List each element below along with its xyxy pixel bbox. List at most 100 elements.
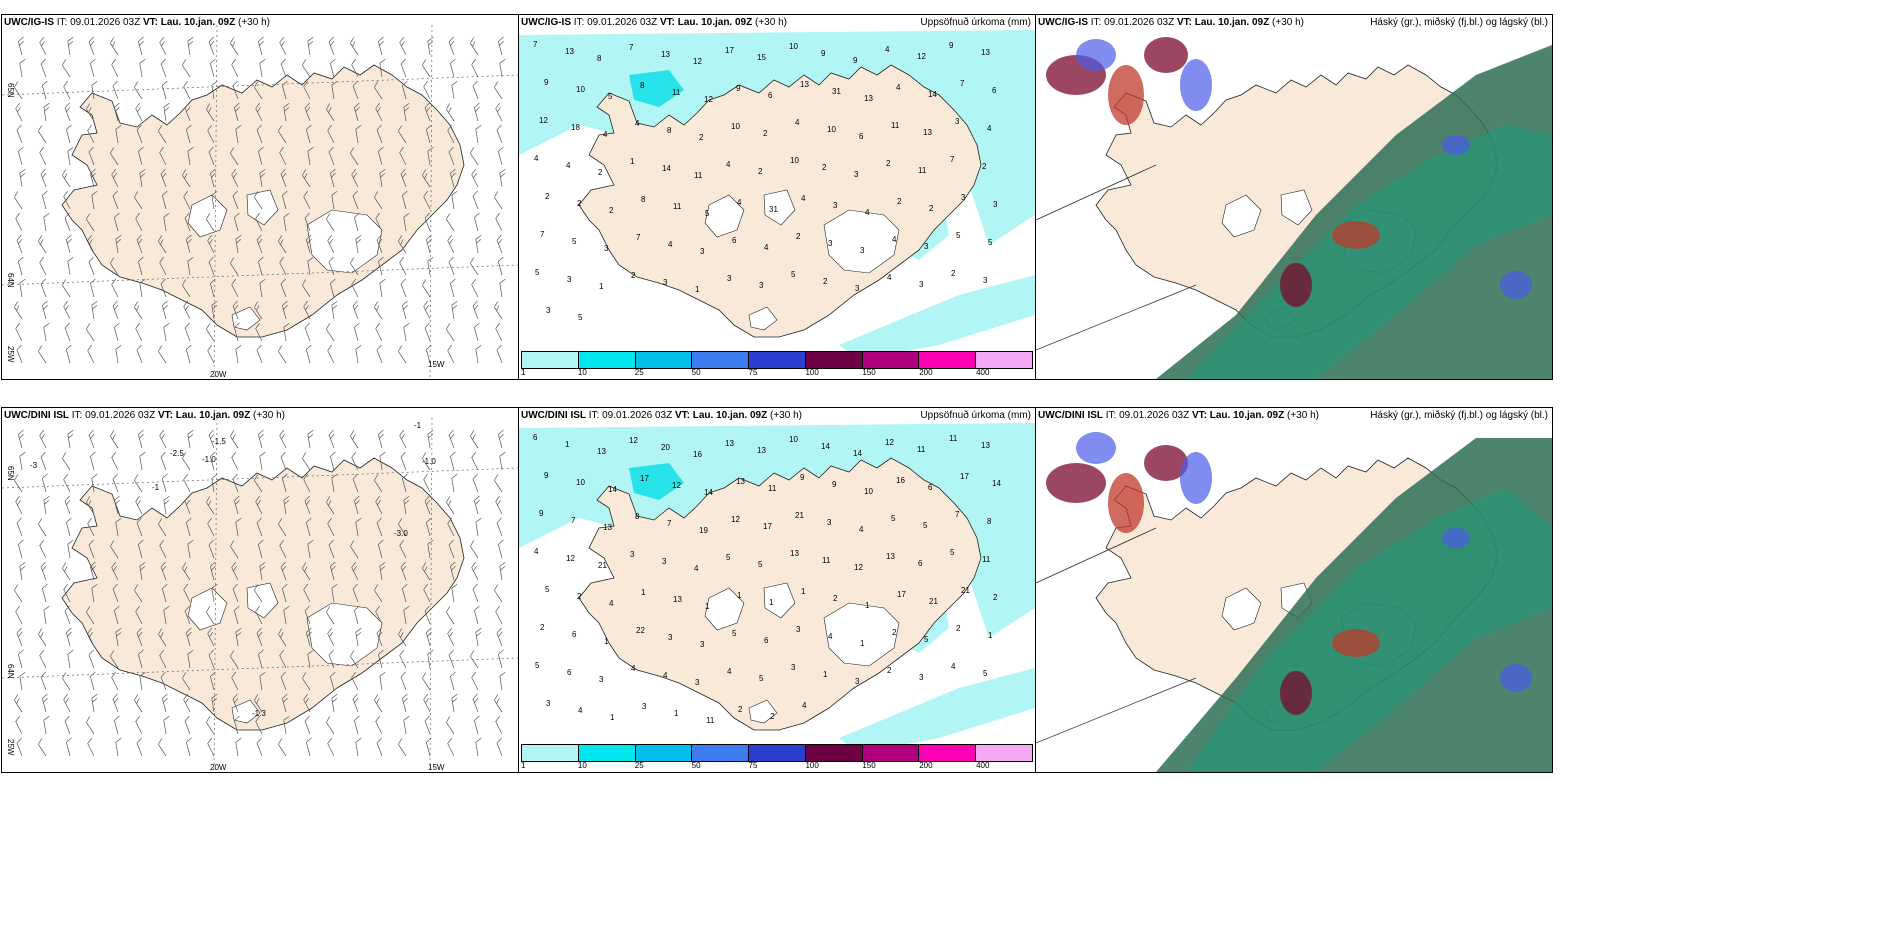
precip-value: 21 xyxy=(929,597,938,606)
precip-value: 11 xyxy=(694,171,703,180)
wind-barb xyxy=(355,344,362,364)
wind-barb xyxy=(207,234,215,254)
wind-barb xyxy=(115,737,122,757)
precip-value: 4 xyxy=(668,240,673,249)
wind-barb xyxy=(14,301,23,320)
precip-value: 7 xyxy=(533,40,538,49)
precip-value: 14 xyxy=(928,90,937,99)
precip-map-panel-2: UWC/DINI ISL IT: 09.01.2026 03Z VT: Lau.… xyxy=(518,407,1036,773)
wind-barb xyxy=(259,168,266,188)
wind-barb xyxy=(376,344,383,364)
wind-barb xyxy=(19,58,26,78)
wind-barb xyxy=(279,429,287,449)
wind-barb xyxy=(303,473,311,493)
wind-barb xyxy=(306,737,312,757)
wind-barb xyxy=(136,627,143,647)
wind-barb xyxy=(210,58,216,78)
mid-cloud xyxy=(1186,488,1552,772)
wind-barb xyxy=(496,627,503,647)
wind-barb xyxy=(208,256,215,276)
wind-barb xyxy=(138,256,144,276)
wind-barb xyxy=(160,278,167,298)
graticule xyxy=(2,24,518,379)
wind-barb xyxy=(306,517,312,537)
wind-barb xyxy=(495,322,503,342)
precip-value: 6 xyxy=(859,132,864,141)
wind-barb xyxy=(111,278,119,298)
wind-barb xyxy=(115,124,122,144)
wind-barb xyxy=(471,168,479,188)
precip-value: 1 xyxy=(674,709,679,718)
wind-barb xyxy=(330,168,336,188)
wind-barb xyxy=(139,671,146,691)
precip-value: 1 xyxy=(695,285,700,294)
wind-barb xyxy=(139,168,146,188)
wind-barb xyxy=(110,430,119,449)
precip-values: 7138713121715109941291391058111296133113… xyxy=(533,40,998,322)
high-cloud-blue xyxy=(1442,528,1470,548)
precip-value: 6 xyxy=(567,668,572,677)
glacier xyxy=(823,602,900,667)
wind-barb xyxy=(136,737,143,757)
glacier xyxy=(704,587,745,631)
precip-value: 4 xyxy=(801,194,806,203)
colorbar-tick: 1 xyxy=(521,368,526,377)
wind-barb xyxy=(403,212,410,232)
wind-barb xyxy=(331,190,338,210)
wind-barb xyxy=(86,716,95,735)
wind-barb xyxy=(138,36,144,56)
wind-barb xyxy=(450,168,456,188)
colorbar-tick: 75 xyxy=(748,761,758,770)
precip-value: 5 xyxy=(535,661,540,670)
high-cloud xyxy=(1332,629,1380,657)
wind-barb xyxy=(424,322,431,342)
wind-barb xyxy=(162,693,168,713)
wind-barb xyxy=(475,627,482,647)
wind-barb xyxy=(138,539,144,559)
cloud-map xyxy=(1036,37,1552,379)
longitude-line xyxy=(429,24,433,379)
wind-barb xyxy=(90,451,96,471)
wind-barb xyxy=(42,693,48,713)
wind-barb xyxy=(18,36,24,56)
wind-barb xyxy=(354,212,360,232)
wind-barb xyxy=(87,517,95,537)
high-cloud xyxy=(1280,263,1312,307)
wind-barb xyxy=(451,300,458,320)
wind-barb xyxy=(403,102,410,122)
wind-barb xyxy=(258,36,264,56)
wind-barb xyxy=(38,125,47,144)
wind-barb xyxy=(64,495,71,515)
wind-barb xyxy=(375,495,383,515)
latitude-line xyxy=(2,264,518,286)
precip-value: 11 xyxy=(672,88,681,97)
wind-barb xyxy=(402,693,408,713)
high-cloud-blue xyxy=(1500,271,1532,299)
wind-barb xyxy=(303,190,311,210)
colorbar-tick: 100 xyxy=(805,368,819,377)
wind-barb xyxy=(90,278,96,298)
wind-barb xyxy=(211,190,218,210)
wind-barb xyxy=(67,539,74,559)
wind-barb xyxy=(208,146,215,166)
wind-barb xyxy=(232,300,239,320)
wind-barb xyxy=(472,190,479,210)
wind-barb xyxy=(183,190,191,210)
high-cloud xyxy=(1144,445,1188,481)
precip-value: 11 xyxy=(768,484,777,493)
wind-barb xyxy=(403,495,410,515)
wind-barb xyxy=(495,495,503,515)
wind-barb xyxy=(62,59,71,78)
wind-barb xyxy=(112,300,119,320)
wind-barb xyxy=(16,627,23,647)
wind-barb xyxy=(328,539,335,559)
wind-barb xyxy=(114,212,120,232)
wind-barb xyxy=(19,168,26,188)
glacier xyxy=(763,582,796,619)
wind-barb xyxy=(499,58,506,78)
wind-barb xyxy=(304,212,311,232)
colorbar-tick: 200 xyxy=(919,761,933,770)
wind-barb xyxy=(426,344,432,364)
wind-barb xyxy=(330,561,336,581)
wind-barb xyxy=(471,451,479,471)
